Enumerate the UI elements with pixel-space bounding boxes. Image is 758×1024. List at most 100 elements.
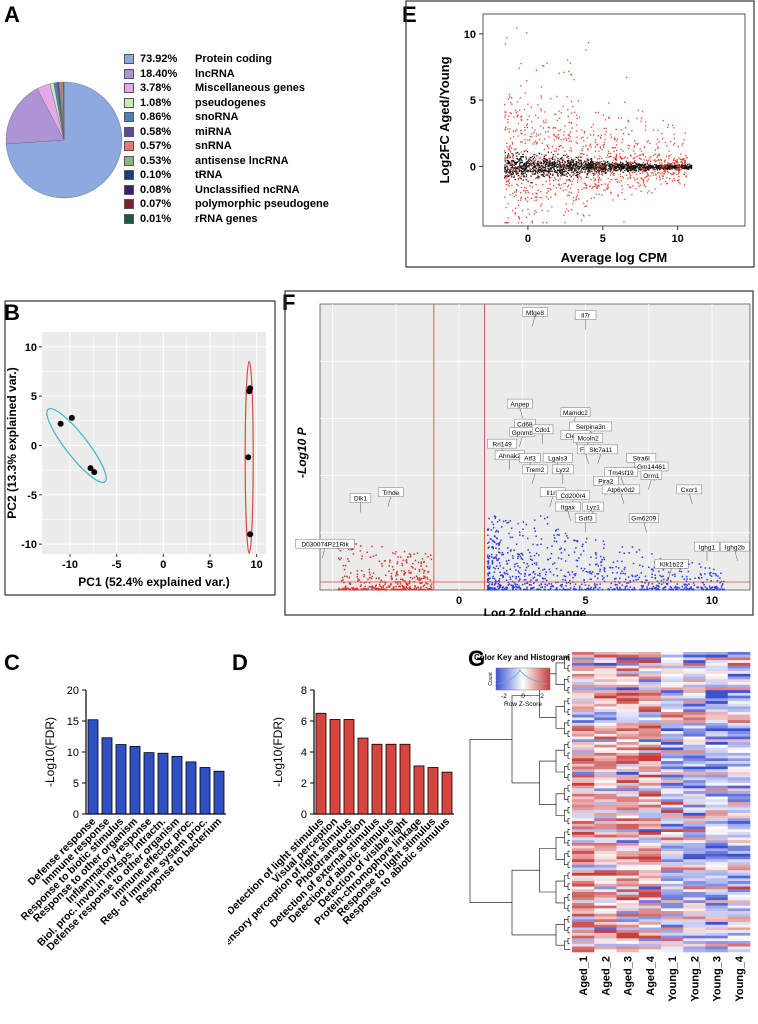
ma-point: [560, 175, 562, 177]
ma-point: [627, 167, 629, 169]
ma-point: [567, 169, 570, 172]
ma-point: [524, 197, 527, 199]
ma-point: [560, 145, 562, 147]
volcano-point-down: [401, 562, 403, 565]
ma-point: [505, 207, 507, 209]
heatmap-cell: [616, 690, 640, 694]
gene-label-box: [552, 464, 574, 475]
heatmap-cell: [661, 731, 684, 735]
ma-point: [647, 175, 649, 177]
ma-point: [587, 164, 589, 166]
volcano-point-up: [512, 587, 514, 590]
volcano-point-down: [356, 588, 358, 590]
ma-point: [573, 170, 576, 172]
volcano-point-up: [651, 573, 653, 576]
volcano-point-up: [650, 568, 653, 571]
ma-point: [657, 147, 659, 150]
volcano-point-up: [641, 587, 643, 589]
heatmap-cell: [683, 834, 706, 838]
ma-point: [582, 146, 584, 148]
heatmap-cell: [638, 851, 662, 855]
ma-point: [543, 167, 545, 169]
volcano-point-up: [548, 568, 551, 571]
volcano-point-up: [559, 588, 561, 591]
heatmap-cell: [683, 788, 706, 792]
heatmap-cell: [727, 665, 751, 669]
volcano-point-up: [544, 577, 546, 580]
ma-point: [668, 163, 670, 166]
volcano-point-up: [511, 555, 514, 557]
heatmap-cell: [638, 870, 662, 874]
ma-point: [571, 127, 573, 129]
volcano-point-up: [505, 569, 508, 572]
heatmap-cell: [683, 687, 706, 691]
ma-point: [608, 163, 611, 165]
legend-swatch: [124, 155, 134, 166]
ma-point: [640, 120, 642, 122]
volcano-point-up: [659, 574, 661, 577]
heatmap-cell: [616, 791, 640, 795]
heatmap-cell: [638, 769, 662, 773]
ma-point: [603, 171, 605, 173]
ma-point: [542, 127, 545, 129]
ma-point: [666, 166, 668, 168]
ma-point: [614, 163, 616, 166]
ma-point: [682, 158, 684, 160]
legend-entry: 0.10% tRNA: [124, 168, 329, 183]
ma-point: [580, 171, 582, 173]
ma-point: [517, 184, 519, 187]
ma-point: [667, 124, 670, 126]
heatmap-cell: [594, 829, 617, 833]
ma-point: [598, 169, 601, 171]
heatmap-cell: [705, 862, 729, 866]
volcano-point-up: [552, 585, 555, 588]
ma-point: [637, 109, 640, 111]
heatmap-cell: [705, 706, 729, 710]
ma-point: [568, 179, 570, 181]
heatmap-cell: [661, 823, 684, 827]
volcano-point-up: [507, 581, 510, 584]
volcano-point-up: [573, 573, 576, 576]
ma-point: [678, 171, 681, 173]
ma-point: [662, 177, 664, 180]
volcano-point-up: [530, 555, 532, 558]
ma-point: [567, 194, 569, 197]
ma-point: [576, 124, 578, 126]
heatmap-cell: [705, 818, 729, 822]
volcano-point-down: [413, 576, 416, 579]
heatmap-cell: [572, 870, 595, 874]
heatmap-cell: [661, 769, 684, 773]
volcano-point-up: [681, 585, 684, 588]
volcano-point-down: [368, 571, 371, 574]
volcano-point-down: [348, 588, 351, 590]
ma-point: [553, 126, 555, 129]
volcano-point-up: [659, 558, 662, 560]
ma-point: [640, 166, 642, 168]
ma-point: [593, 174, 595, 176]
heatmap-cell: [683, 793, 706, 797]
volcano-point-up: [619, 577, 621, 580]
heatmap-cell: [594, 812, 617, 816]
volcano-point-up: [652, 570, 654, 572]
heatmap-cell: [727, 780, 751, 784]
volcano-point-up: [490, 529, 493, 531]
ma-point: [522, 190, 525, 192]
ma-point: [664, 168, 666, 170]
ma-point: [631, 169, 633, 171]
volcano-point-up: [596, 583, 598, 586]
ma-point: [662, 167, 664, 169]
ma-point: [590, 197, 593, 200]
ma-point: [519, 165, 521, 167]
ma-point: [638, 163, 641, 165]
heatmap-cell: [661, 791, 684, 795]
volcano-point-up: [604, 567, 606, 570]
y-axis-label: -Log10 P: [295, 426, 309, 478]
ma-point: [601, 171, 603, 173]
heatmap-cell: [638, 720, 662, 724]
gene-label: Gpnmb: [512, 430, 534, 437]
gene-label-leader: [531, 316, 536, 327]
ma-point: [514, 109, 517, 111]
ma-point: [615, 158, 617, 161]
ma-point: [686, 164, 689, 166]
